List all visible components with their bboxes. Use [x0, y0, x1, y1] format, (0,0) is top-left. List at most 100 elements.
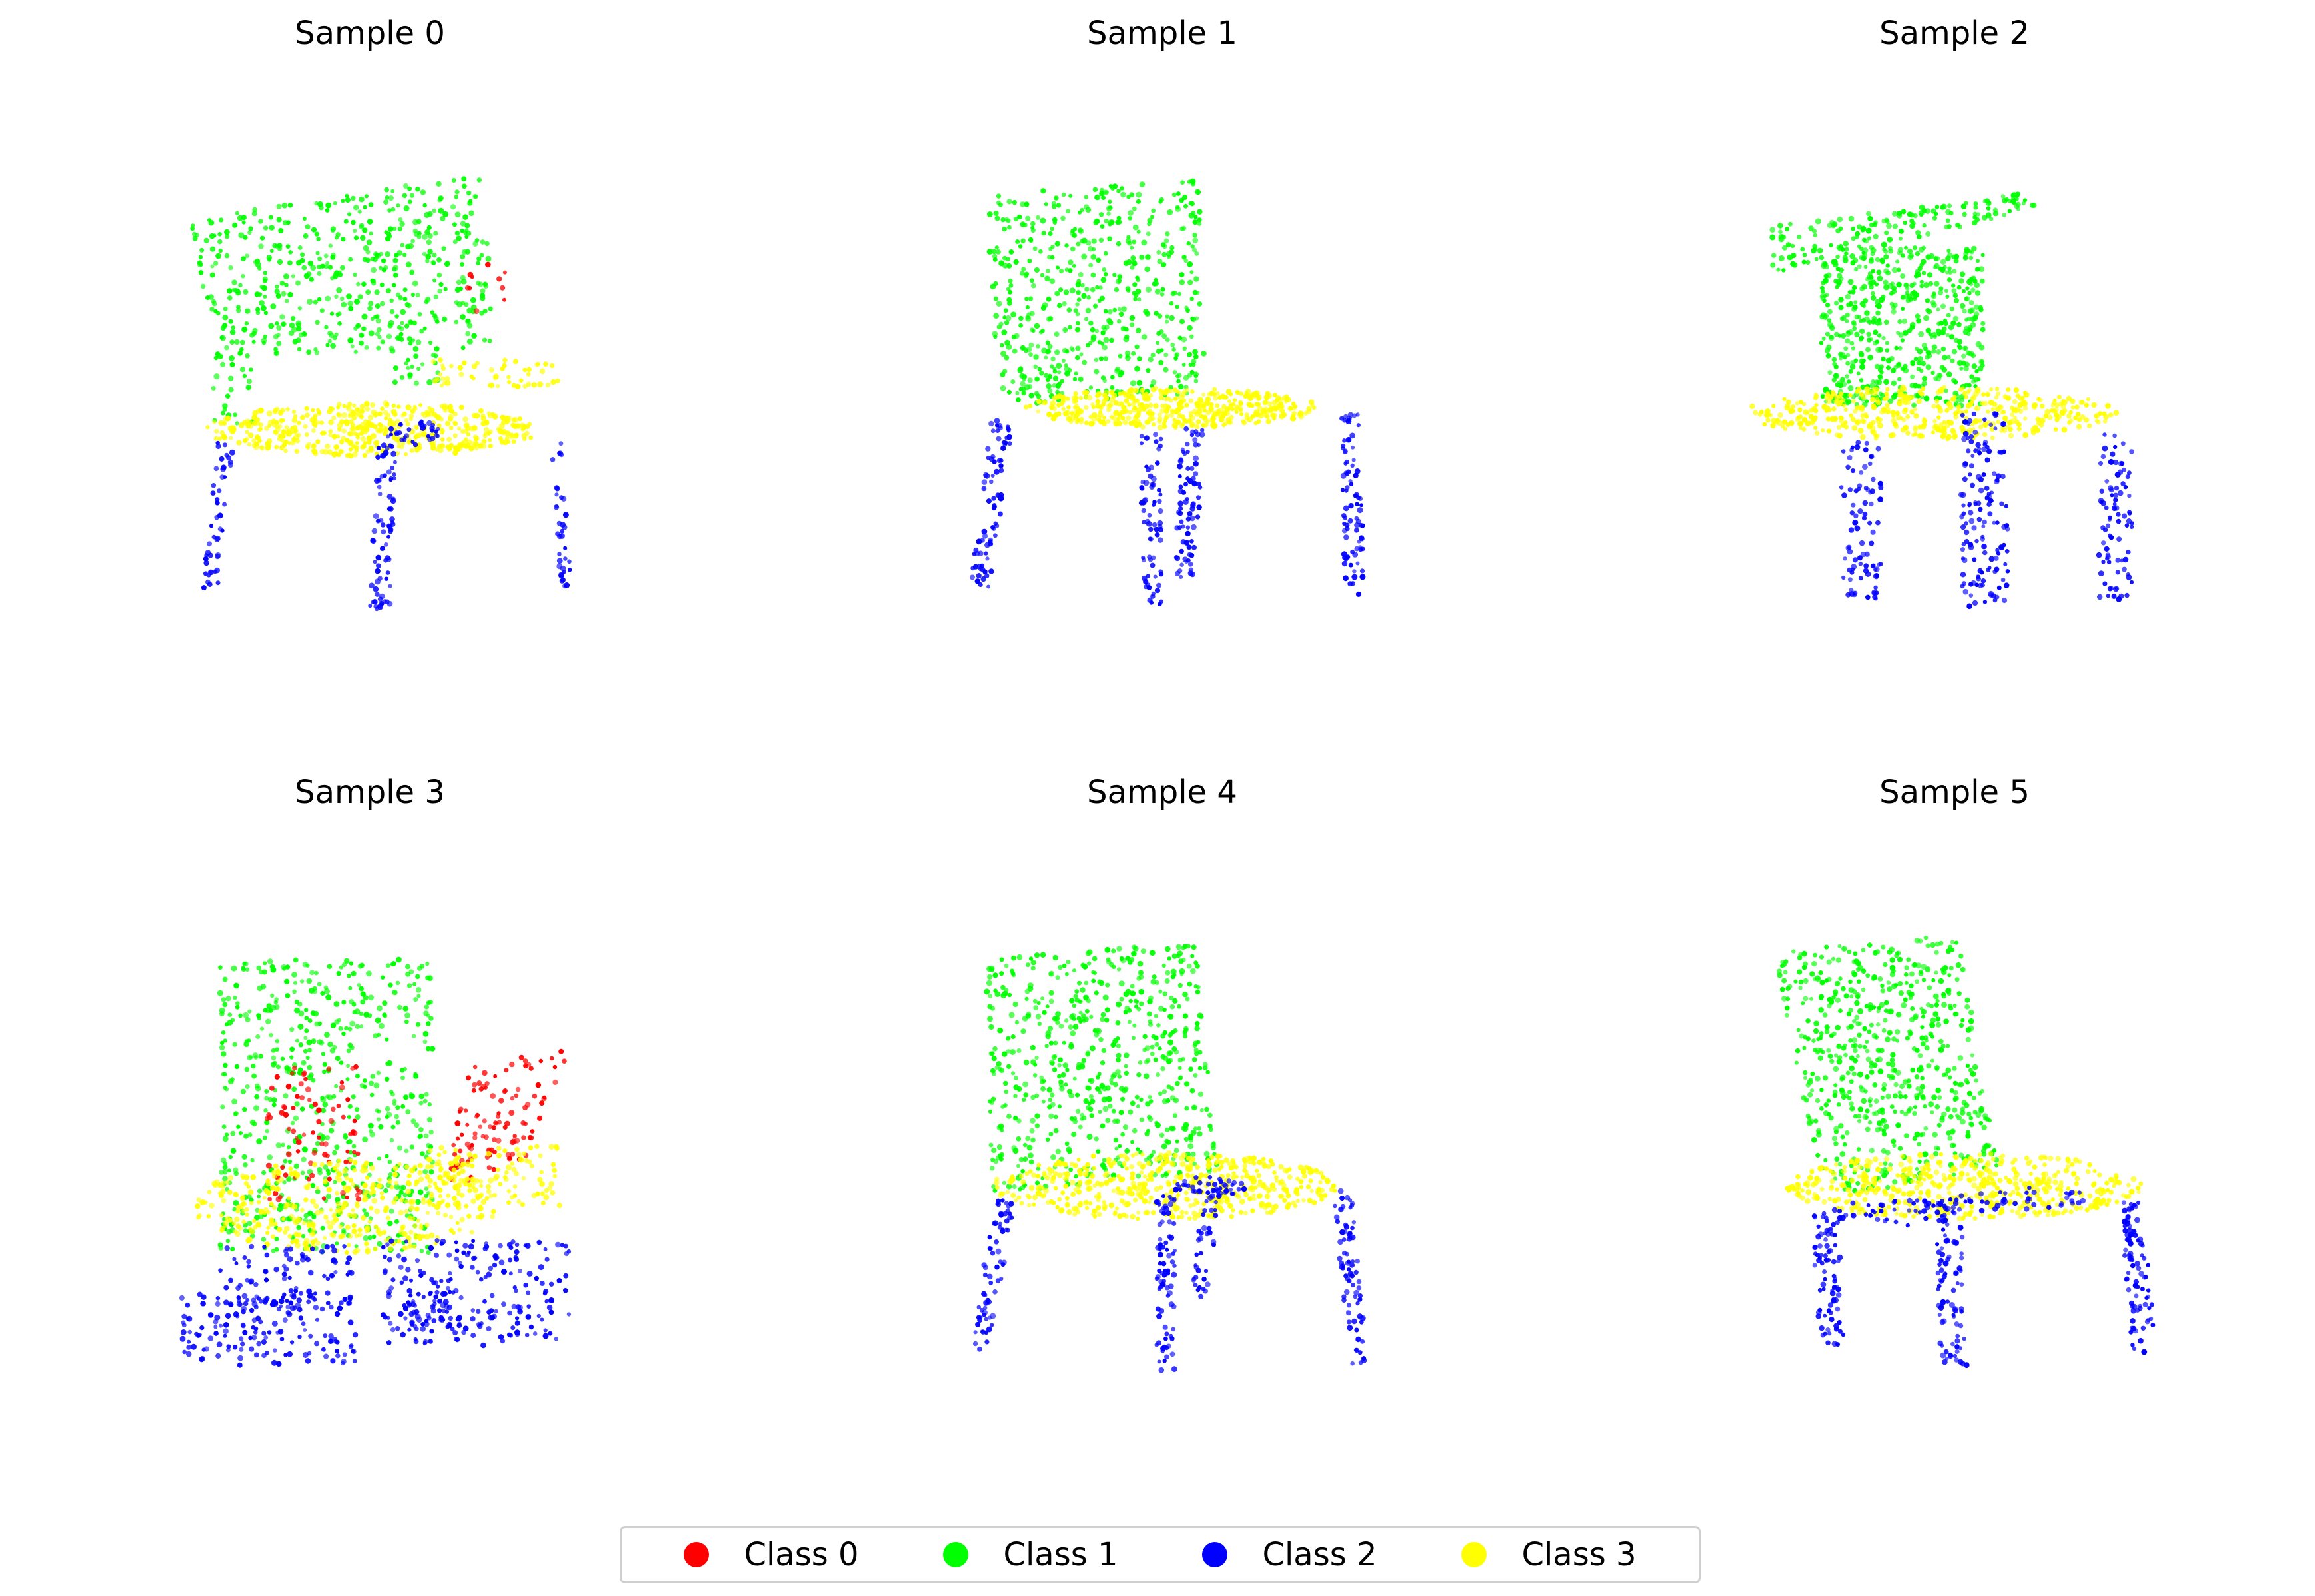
scatter-point [1828, 394, 1834, 400]
scatter-point [315, 1141, 321, 1146]
scatter-point [473, 1064, 478, 1070]
scatter-point [488, 1124, 493, 1130]
scatter-point [327, 964, 333, 969]
scatter-point [353, 272, 357, 277]
scatter-point [432, 379, 438, 384]
scatter-point [220, 1104, 225, 1110]
scatter-point [1126, 288, 1131, 293]
scatter-point [1054, 349, 1060, 355]
scatter-point [473, 441, 479, 447]
scatter-point [1124, 398, 1130, 404]
scatter-point [230, 1148, 237, 1154]
scatter-point [1150, 562, 1156, 568]
scatter-point [1343, 470, 1348, 475]
scatter-point [1925, 231, 1931, 237]
scatter-point [1869, 222, 1875, 228]
scatter-point [262, 278, 267, 283]
scatter-point [283, 1093, 289, 1099]
scatter-point [347, 452, 353, 458]
scatter-point [347, 430, 354, 437]
scatter-point [1823, 386, 1829, 393]
scatter-point [1151, 476, 1157, 482]
scatter-point [328, 1128, 335, 1134]
scatter-point [390, 1124, 396, 1130]
scatter-point [289, 1027, 295, 1032]
scatter-point [433, 231, 438, 236]
scatter-point [1163, 238, 1169, 244]
scatter-point [1953, 379, 1958, 385]
scatter-point [1097, 340, 1102, 345]
scatter-point [344, 1026, 349, 1031]
scatter-point [1158, 569, 1163, 574]
scatter-point [245, 430, 249, 434]
scatter-point [236, 1124, 241, 1129]
scatter-point [335, 232, 341, 237]
scatter-point [1177, 335, 1183, 341]
scatter-point [302, 1146, 308, 1153]
scatter-point [447, 446, 452, 451]
scatter-point [385, 1114, 389, 1120]
scatter-point [1157, 488, 1161, 492]
scatter-point [1247, 416, 1253, 423]
scatter-point [1147, 416, 1154, 422]
scatter-point [266, 410, 273, 417]
scatter-point [1994, 478, 2000, 483]
scatter-point [996, 458, 1002, 464]
scatter-point [1020, 238, 1026, 244]
scatter-point [365, 289, 371, 295]
scatter-point [1161, 251, 1167, 257]
scatter-point [1123, 260, 1130, 267]
scatter-point [1150, 383, 1154, 388]
scatter-point [353, 349, 358, 354]
scatter-point [209, 307, 215, 312]
scatter-point [1106, 317, 1112, 324]
scatter-point [1848, 393, 1853, 398]
scatter-point [1102, 415, 1107, 420]
scatter-point [1136, 421, 1142, 428]
scatter-point [458, 404, 464, 410]
scatter-point [1130, 394, 1136, 400]
scatter-point [1193, 371, 1199, 377]
scatter-point [242, 1107, 247, 1112]
scatter-point [1098, 212, 1104, 217]
scatter-point [448, 426, 454, 430]
scatter-point [1068, 259, 1074, 265]
scatter-point [223, 306, 228, 311]
scatter-point [2104, 479, 2110, 484]
scatter-point [1869, 501, 1874, 507]
scatter-point [503, 416, 510, 422]
scatter-point [458, 1148, 463, 1154]
scatter-point [1120, 326, 1126, 331]
scatter-point [2103, 414, 2110, 420]
scatter-point [1017, 367, 1024, 373]
scatter-point [446, 436, 452, 442]
scatter-point [1955, 223, 1960, 228]
scatter-point [299, 979, 305, 984]
scatter-point [2000, 474, 2006, 480]
scatter-point [1264, 409, 1270, 415]
scatter-point [395, 1105, 400, 1110]
scatter-point [322, 1062, 327, 1067]
scatter-point [1840, 397, 1846, 403]
scatter-point [1359, 536, 1365, 542]
scatter-point [1021, 267, 1026, 272]
scatter-point [297, 1001, 303, 1007]
scatter-point [1932, 419, 1937, 424]
scatter-point [288, 250, 293, 255]
scatter-point [219, 1170, 224, 1175]
scatter-point [386, 333, 392, 339]
scatter-point [1175, 374, 1180, 379]
scatter-point [275, 1142, 282, 1148]
scatter-point [1018, 315, 1024, 321]
scatter-point [1174, 525, 1180, 531]
scatter-point [346, 1048, 351, 1054]
scatter-point [291, 1128, 297, 1134]
scatter-point [1228, 420, 1233, 425]
scatter-point [993, 281, 998, 287]
scatter-point [1118, 391, 1122, 396]
scatter-point [1078, 376, 1084, 383]
scatter-point [1892, 223, 1898, 229]
scatter-point [306, 1176, 311, 1182]
scatter-point [2130, 521, 2134, 526]
scatter-point [386, 534, 391, 539]
